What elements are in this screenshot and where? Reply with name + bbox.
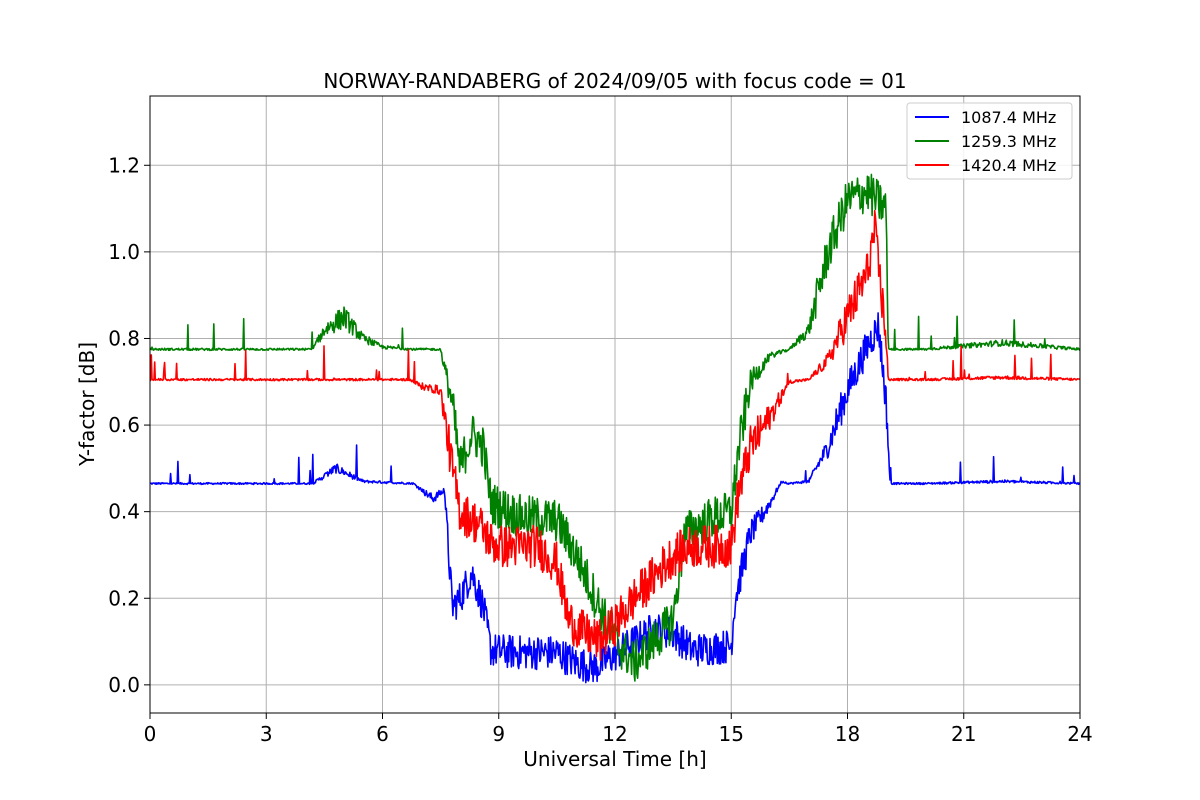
legend: 1087.4 MHz 1259.3 MHz 1420.4 MHz: [906, 102, 1073, 180]
y-axis-ticks: 0.0 0.2 0.4 0.6 0.8 1.0 1.2: [108, 153, 150, 697]
legend-label-1259: 1259.3 MHz: [961, 132, 1056, 151]
series-line-2: [149, 209, 1081, 662]
y-tick-label: 0.4: [108, 500, 140, 524]
y-tick-label: 0.8: [108, 326, 140, 350]
legend-label-1420: 1420.4 MHz: [961, 156, 1056, 175]
x-tick-label: 24: [1067, 722, 1092, 746]
x-tick-label: 12: [602, 722, 627, 746]
series-layer: [149, 173, 1081, 684]
x-tick-label: 15: [719, 722, 744, 746]
y-tick-label: 1.2: [108, 153, 140, 177]
chart-title: NORWAY-RANDABERG of 2024/09/05 with focu…: [323, 69, 906, 93]
x-tick-label: 0: [144, 722, 157, 746]
y-tick-label: 0.6: [108, 413, 140, 437]
x-tick-label: 9: [492, 722, 505, 746]
x-axis-ticks: 0 3 6 9 12 15 18 21 24: [144, 713, 1093, 746]
x-tick-label: 3: [260, 722, 273, 746]
x-tick-label: 21: [951, 722, 976, 746]
y-tick-label: 1.0: [108, 240, 140, 264]
y-tick-label: 0.2: [108, 586, 140, 610]
y-tick-label: 0.0: [108, 673, 140, 697]
x-tick-label: 18: [835, 722, 860, 746]
legend-box: [906, 102, 1073, 180]
legend-label-1087: 1087.4 MHz: [961, 108, 1056, 127]
y-axis-label: Y-factor [dB]: [75, 342, 99, 467]
x-axis-label: Universal Time [h]: [523, 747, 706, 771]
x-tick-label: 6: [376, 722, 389, 746]
